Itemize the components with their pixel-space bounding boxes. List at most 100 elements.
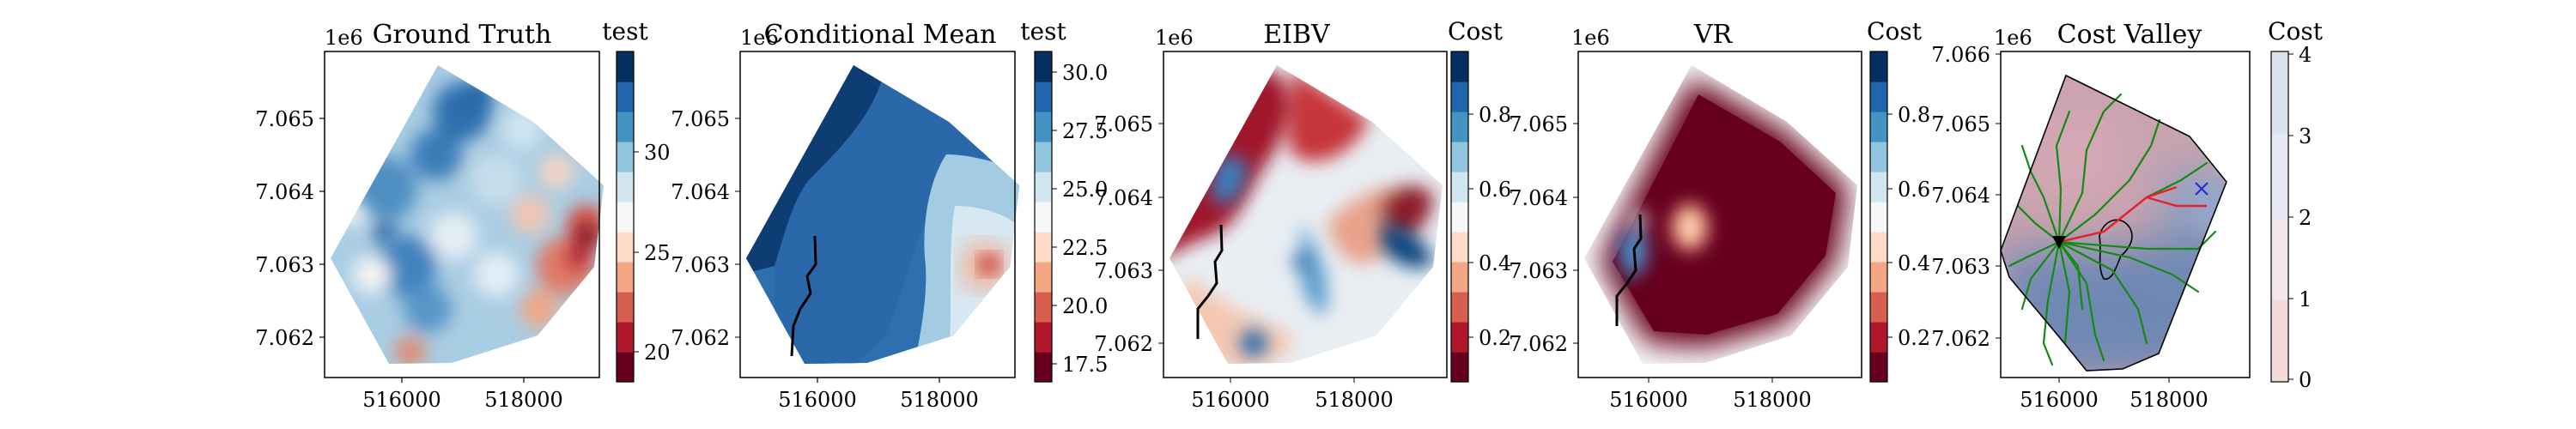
x-tick-label: 516000 xyxy=(2020,388,2099,412)
y-tick-label: 7.064 xyxy=(671,180,730,204)
colorbar-swatch xyxy=(1035,322,1052,353)
colorbar-swatch xyxy=(1870,292,1887,323)
x-tick-label: 518000 xyxy=(900,388,979,412)
colorbar-swatch xyxy=(2271,51,2288,135)
y-tick-label: 7.064 xyxy=(1509,186,1568,210)
colorbar-swatch xyxy=(1870,262,1887,293)
colorbar-swatch xyxy=(1035,202,1052,233)
offset-text: 1e6 xyxy=(740,26,779,50)
y-tick-label: 7.063 xyxy=(255,253,314,277)
colorbar-swatch xyxy=(1451,262,1468,293)
y-tick-label: 7.062 xyxy=(255,326,314,350)
x-tick-label: 518000 xyxy=(1315,388,1394,412)
plot-area: 516000 518000 7.065 7.064 7.063 7.062 xyxy=(1094,51,1448,412)
y-tick-label: 7.064 xyxy=(1094,186,1153,210)
colorbar-tick-label: 30.0 xyxy=(1062,61,1108,85)
colorbar-ticks: 0.8 0.6 0.4 0.2 xyxy=(1887,103,1930,350)
y-tick-label: 7.062 xyxy=(1931,327,1990,351)
colorbar-swatch xyxy=(1451,82,1468,112)
colorbar-swatch xyxy=(1035,172,1052,202)
colorbar-tick-label: 0.6 xyxy=(1479,178,1511,202)
colorbar-swatch xyxy=(1870,232,1887,263)
colorbar-swatch xyxy=(617,232,634,263)
colorbar-tick-label: 20 xyxy=(644,341,671,365)
colorbar-swatch xyxy=(1035,292,1052,323)
rrt-tree xyxy=(2008,93,2217,366)
colorbar-frame xyxy=(616,51,635,383)
y-tick-label: 7.062 xyxy=(671,326,730,350)
x-ticks: 516000 518000 xyxy=(1609,378,1812,412)
colorbar: test 30 25 20 xyxy=(602,17,671,383)
colorbar-swatch xyxy=(617,51,634,82)
colorbar-tick-label: 30 xyxy=(644,141,671,165)
colorbar-tick-25: 25 xyxy=(634,241,671,265)
sampling-path xyxy=(1196,224,1224,339)
colorbar-ticks: 0.8 0.6 0.4 0.2 xyxy=(1468,103,1511,350)
panel-conditional-mean: Conditional Mean 1e6 516000 xyxy=(671,17,1108,412)
y-ticks: 7.065 7.064 7.063 7.062 xyxy=(1509,112,1578,356)
x-tick-label: 516000 xyxy=(1191,388,1270,412)
y-ticks: 7.065 7.064 7.063 7.062 xyxy=(255,107,325,350)
colorbar-label: Cost xyxy=(1867,17,1923,45)
y-tick-label: 7.063 xyxy=(671,253,730,277)
colorbar-tick-label: 3 xyxy=(2299,124,2312,148)
colorbar-swatch xyxy=(1035,112,1052,142)
colorbar-swatch xyxy=(1870,51,1887,82)
y-tick-label: 7.065 xyxy=(1931,112,1990,136)
colorbar-swatch xyxy=(1451,352,1468,383)
colorbar-swatch xyxy=(1451,172,1468,202)
colorbar-swatches xyxy=(617,51,634,383)
y-tick-label: 7.065 xyxy=(255,107,314,131)
y-tick-label: 7.063 xyxy=(1509,259,1568,283)
plot-area: 516000 518000 7.065 7.064 7.063 7.062 xyxy=(671,51,1019,412)
y-tick-label: 7.065 xyxy=(1509,112,1568,136)
y-tick-label: 7.065 xyxy=(1094,112,1153,136)
colorbar-swatch xyxy=(2271,216,2288,300)
colorbar-swatch xyxy=(617,292,634,323)
colorbar-tick-label: 20.0 xyxy=(1062,294,1108,318)
colorbar-swatch xyxy=(617,262,634,293)
colorbar-label: Cost xyxy=(2268,17,2324,45)
panel-vr: VR 1e6 516000 xyxy=(1509,17,1930,412)
panel-title: EIBV xyxy=(1263,20,1331,50)
panel-cost-valley: Cost Valley 1e6 xyxy=(1931,17,2323,412)
colorbar-swatch xyxy=(1035,232,1052,263)
colorbar-tick-label: 0.2 xyxy=(1898,326,1930,350)
colorbar-swatch xyxy=(1870,322,1887,353)
panel-title: Conditional Mean xyxy=(764,20,997,50)
colorbar: test 30.0 27.5 25.0 22.5 20.0 17.5 xyxy=(1020,17,1108,383)
colorbar-swatch xyxy=(1870,142,1887,172)
y-tick-label: 7.066 xyxy=(1931,43,1990,67)
colorbar-tick-label: 0.4 xyxy=(1479,251,1511,275)
x-ticks: 516000 518000 xyxy=(1191,378,1394,412)
colorbar-swatch xyxy=(1035,262,1052,293)
colorbar-swatch xyxy=(617,112,634,142)
colorbar-tick-label: 25 xyxy=(644,241,671,265)
colorbar-swatch xyxy=(1870,112,1887,142)
colorbar-swatch xyxy=(1451,202,1468,233)
plot-area: 516000 518000 7.066 7.065 7.064 7.063 7.… xyxy=(1931,43,2251,412)
colorbar-label: test xyxy=(1020,17,1066,45)
x-tick-518000: 518000 xyxy=(484,378,563,412)
y-tick-label: 7.062 xyxy=(1509,332,1568,356)
x-tick-label: 516000 xyxy=(362,388,441,412)
colorbar-swatch xyxy=(1451,112,1468,142)
colorbar-swatch xyxy=(1451,142,1468,172)
x-tick-label: 518000 xyxy=(1733,388,1812,412)
y-tick-label: 7.064 xyxy=(1931,184,1990,208)
vehicle-marker xyxy=(2052,236,2066,249)
colorbar-swatch xyxy=(617,322,634,353)
colorbar-swatch xyxy=(617,82,634,112)
colorbar-tick-label: 22.5 xyxy=(1062,236,1108,260)
colorbar-swatch xyxy=(2271,134,2288,218)
colorbar-swatch xyxy=(1451,322,1468,353)
y-ticks: 7.065 7.064 7.063 7.062 xyxy=(671,107,740,350)
colorbar-swatches xyxy=(1035,51,1052,383)
colorbar-swatch xyxy=(1451,51,1468,82)
colorbar-ticks: 4 3 2 1 0 xyxy=(2288,43,2312,392)
y-tick-label: 7.064 xyxy=(255,180,314,204)
colorbar-swatch xyxy=(1035,82,1052,112)
colorbar-tick-label: 0.8 xyxy=(1898,103,1930,127)
colorbar-swatch xyxy=(1035,51,1052,82)
